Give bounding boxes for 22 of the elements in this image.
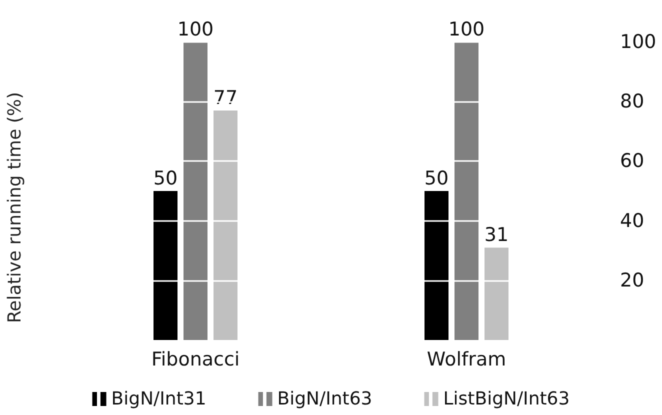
x-tick-label: Fibonacci bbox=[151, 348, 240, 370]
bar bbox=[424, 191, 448, 340]
data-label: 100 bbox=[448, 18, 485, 40]
bar bbox=[454, 42, 478, 340]
bar bbox=[154, 191, 178, 340]
y-tick-label: 80 bbox=[620, 90, 644, 113]
y-tick-label: 100 bbox=[620, 31, 656, 53]
legend-label: BigN/Int63 bbox=[277, 388, 372, 410]
data-label: 50 bbox=[424, 168, 449, 190]
data-label: 100 bbox=[177, 18, 214, 40]
y-tick-label: 60 bbox=[620, 150, 644, 172]
legend-label: ListBigN/Int63 bbox=[443, 388, 570, 410]
y-tick-label: 40 bbox=[620, 210, 644, 232]
y-tick-label: 20 bbox=[620, 269, 644, 292]
legend-label: BigN/Int31 bbox=[111, 388, 206, 410]
bar bbox=[484, 248, 508, 340]
x-tick-label: Wolfram bbox=[426, 348, 506, 370]
y-axis-title: Relative running time (%) bbox=[4, 92, 26, 324]
data-label: 31 bbox=[484, 224, 509, 246]
data-label: 50 bbox=[153, 168, 178, 190]
bar bbox=[214, 110, 238, 340]
bar bbox=[184, 42, 208, 340]
